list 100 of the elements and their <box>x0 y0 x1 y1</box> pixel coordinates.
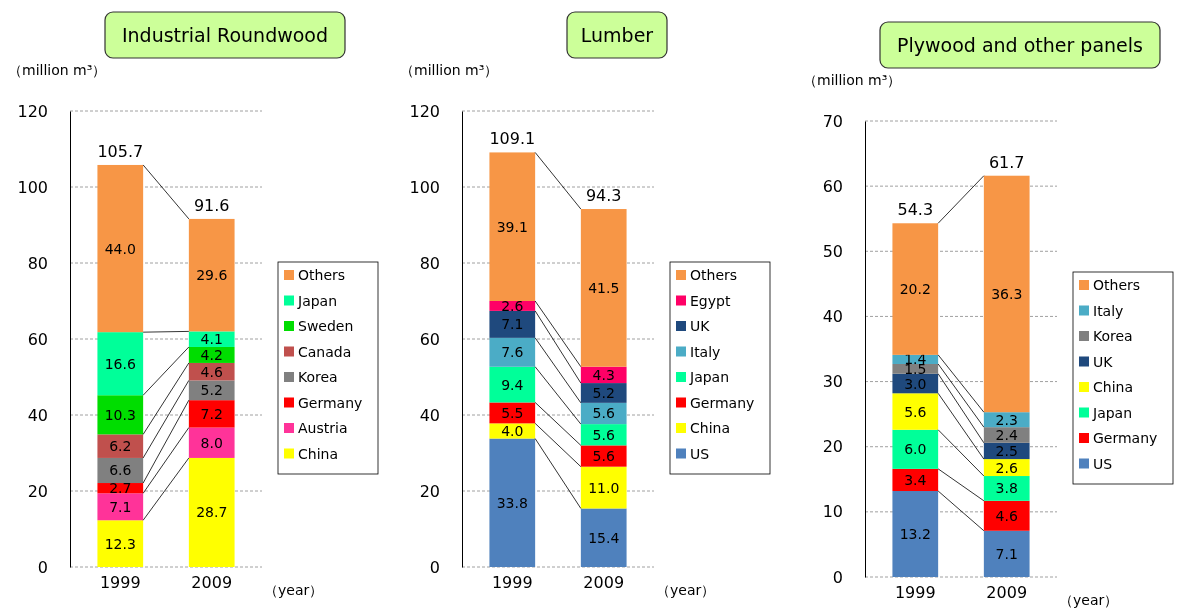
bar <box>489 423 536 439</box>
bar <box>892 393 939 430</box>
bar <box>892 491 939 577</box>
x-axis-title: （year） <box>656 582 716 598</box>
data-label: 11.0 <box>588 479 620 496</box>
bar <box>983 500 1030 531</box>
data-label: 9.4 <box>501 376 524 393</box>
data-label: 7.1 <box>109 498 132 515</box>
y-tick-label: 0 <box>37 557 48 577</box>
data-label: 20.2 <box>899 281 931 298</box>
y-tick-label: 40 <box>27 405 48 425</box>
legend-label: China <box>1093 379 1133 395</box>
data-label: 2.6 <box>995 459 1018 476</box>
y-tick-label: 60 <box>419 329 440 349</box>
chart-title: Lumber <box>580 24 654 46</box>
data-label: 15.4 <box>588 529 620 546</box>
data-label: 8.0 <box>200 434 223 451</box>
legend-label: Japan <box>689 369 730 385</box>
y-tick-label: 120 <box>17 101 48 121</box>
bar <box>188 331 235 347</box>
bar <box>188 218 235 332</box>
data-label: 2.6 <box>501 297 524 314</box>
data-label: 41.5 <box>588 279 620 296</box>
bar <box>97 457 144 484</box>
data-label: 6.2 <box>109 438 132 455</box>
y-tick-label: 80 <box>419 253 440 273</box>
bar <box>97 493 144 521</box>
data-label: 5.2 <box>200 382 223 399</box>
y-axis-title: （million m³） <box>8 62 107 78</box>
data-label: 5.5 <box>501 404 524 421</box>
data-label: 2.5 <box>995 442 1018 459</box>
data-label: 39.1 <box>496 218 528 235</box>
y-tick-label: 20 <box>822 437 843 457</box>
legend-label: Japan <box>1092 404 1133 421</box>
bar <box>580 445 627 467</box>
legend-label: UK <box>1093 353 1114 370</box>
legend-label: Others <box>298 267 346 283</box>
legend-label: Austria <box>298 420 348 436</box>
data-label: 4.3 <box>592 366 615 383</box>
y-tick-label: 20 <box>419 481 440 501</box>
x-tick-label: 1999 <box>491 573 533 593</box>
bar <box>489 402 536 424</box>
data-label: 2.7 <box>109 480 132 497</box>
x-tick-label: 2009 <box>986 583 1028 603</box>
data-label: 4.6 <box>200 363 223 380</box>
bar <box>489 310 536 338</box>
bar <box>983 427 1030 443</box>
y-tick-label: 60 <box>822 176 843 196</box>
legend-label: Korea <box>1093 328 1133 344</box>
y-tick-label: 30 <box>822 372 843 392</box>
legend-label: Sweden <box>298 318 354 334</box>
y-tick-label: 0 <box>429 557 440 577</box>
y-tick-label: 40 <box>419 405 440 425</box>
data-label: 29.6 <box>196 267 228 284</box>
legend-label: US <box>1093 455 1113 472</box>
bar <box>580 508 627 567</box>
x-tick-label: 1999 <box>99 573 141 593</box>
data-label: 3.8 <box>995 480 1018 497</box>
legend-label: Korea <box>298 369 338 385</box>
chart-title: Industrial Roundwood <box>121 24 329 46</box>
x-axis-title: （year） <box>1059 592 1119 608</box>
data-label: 28.7 <box>196 504 228 521</box>
bar <box>983 530 1030 577</box>
total-label: 91.6 <box>193 195 230 215</box>
bar <box>97 395 144 435</box>
legend-label: Germany <box>690 394 755 411</box>
bar <box>489 438 536 567</box>
data-label: 7.1 <box>995 545 1018 562</box>
legend-label: Others <box>1093 277 1141 293</box>
legend-label: Germany <box>1093 430 1158 446</box>
data-label: 3.4 <box>904 471 927 488</box>
bar <box>97 164 144 333</box>
bar <box>983 476 1030 501</box>
legend-label: China <box>690 420 730 436</box>
x-axis-title: （year） <box>264 582 324 598</box>
bar <box>188 427 235 458</box>
y-tick-label: 0 <box>832 567 843 587</box>
bar <box>489 152 536 301</box>
data-label: 12.3 <box>104 535 136 552</box>
legend-label: Others <box>690 267 738 283</box>
data-label: 5.6 <box>592 448 615 465</box>
x-tick-label: 2009 <box>583 573 625 593</box>
total-label: 94.3 <box>585 186 622 206</box>
y-axis-title: （million m³） <box>400 62 499 78</box>
x-tick-label: 2009 <box>191 573 233 593</box>
data-label: 36.3 <box>991 285 1023 302</box>
bar <box>580 209 627 367</box>
bar <box>97 434 144 458</box>
data-label: 5.6 <box>592 426 615 443</box>
data-label: 4.0 <box>501 422 524 439</box>
y-tick-label: 80 <box>27 253 48 273</box>
bar <box>188 380 235 401</box>
data-label: 2.3 <box>995 411 1018 428</box>
y-tick-label: 20 <box>27 481 48 501</box>
total-label: 61.7 <box>988 152 1025 172</box>
bar <box>983 175 1030 413</box>
data-label: 33.8 <box>496 494 528 511</box>
data-label: 4.1 <box>200 331 223 348</box>
y-tick-label: 100 <box>17 177 48 197</box>
y-tick-label: 50 <box>822 241 843 261</box>
